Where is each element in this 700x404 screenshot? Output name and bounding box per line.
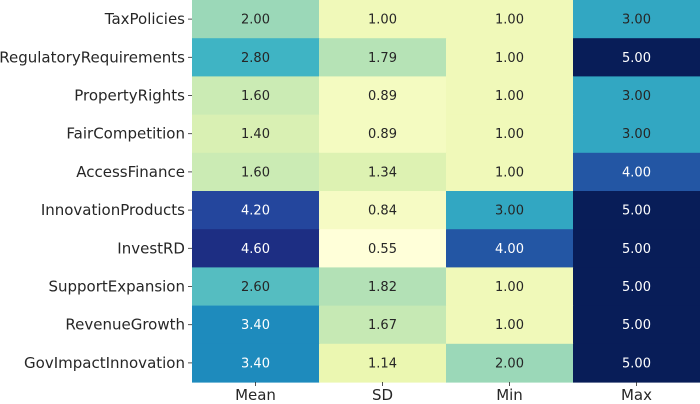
row-label-AccessFinance: AccessFinance [76,163,185,181]
heatmap-cell-FairCompetition-SD [319,114,447,154]
heatmap-cell-RegulatoryRequirements-SD [319,38,447,77]
column-label-Mean: Mean [235,386,276,404]
heatmap-cell-GovImpactInnovation-Mean [192,343,320,383]
heatmap-cell-TaxPolicies-SD [319,0,447,39]
cell-value-RevenueGrowth-Mean: 3.40 [241,318,270,333]
heatmap-cell-SupportExpansion-Mean [192,267,320,307]
cell-value-TaxPolicies-Max: 3.00 [622,13,651,28]
cell-value-FairCompetition-SD: 0.89 [368,127,397,142]
row-labels: TaxPolicies RegulatoryRequirements Propert… [0,10,192,372]
heatmap-cell-InvestRD-Mean [192,229,320,268]
cell-value-PropertyRights-Mean: 1.60 [241,89,270,104]
heatmap-cell-PropertyRights-Min [446,76,574,116]
cell-value-RegulatoryRequirements-Mean: 2.80 [241,51,270,66]
heatmap-cell-AccessFinance-Min [446,152,574,192]
heatmap-cell-InnovationProducts-Mean [192,191,320,230]
cell-value-AccessFinance-Max: 4.00 [622,165,651,180]
column-label-SD: SD [372,386,393,404]
heatmap-cell-labels: 2.00 1.00 1.00 3.00 2.80 1.79 1.00 5.00 1.60 0.89… [241,13,651,372]
row-label-RegulatoryRequirements: RegulatoryRequirements [0,48,185,66]
heatmap-cell-PropertyRights-Max [573,76,700,116]
cell-value-SupportExpansion-Max: 5.00 [622,280,651,295]
cell-value-PropertyRights-SD: 0.89 [368,89,397,104]
heatmap-cell-TaxPolicies-Min [446,0,574,39]
cell-value-SupportExpansion-Mean: 2.60 [241,280,270,295]
heatmap-cell-AccessFinance-Mean [192,152,320,192]
heatmap-cell-SupportExpansion-Max [573,267,700,307]
cell-value-GovImpactInnovation-SD: 1.14 [368,356,397,371]
heatmap-cell-RegulatoryRequirements-Min [446,38,574,77]
heatmap-cell-InnovationProducts-SD [319,191,447,230]
cell-value-GovImpactInnovation-Max: 5.00 [622,356,651,371]
cell-value-SupportExpansion-Min: 1.00 [495,280,524,295]
heatmap-cell-TaxPolicies-Max [573,0,700,39]
heatmap-cell-InvestRD-SD [319,229,447,268]
heatmap-cell-RevenueGrowth-Min [446,305,574,345]
cell-value-InvestRD-Max: 5.00 [622,242,651,257]
heatmap-cell-GovImpactInnovation-SD [319,343,447,383]
cell-value-RevenueGrowth-Max: 5.00 [622,318,651,333]
cell-value-InvestRD-Min: 4.00 [495,242,524,257]
cell-value-InnovationProducts-Min: 3.00 [495,204,524,219]
row-label-PropertyRights: PropertyRights [74,87,185,105]
cell-value-FairCompetition-Mean: 1.40 [241,127,270,142]
cell-value-FairCompetition-Max: 3.00 [622,127,651,142]
cell-value-FairCompetition-Min: 1.00 [495,127,524,142]
row-label-SupportExpansion: SupportExpansion [48,278,185,296]
heatmap-cell-TaxPolicies-Mean [192,0,320,39]
heatmap-cell-InvestRD-Min [446,229,574,268]
column-label-Min: Min [496,386,523,404]
heatmap-cell-InnovationProducts-Min [446,191,574,230]
cell-value-PropertyRights-Max: 3.00 [622,89,651,104]
heatmap-cell-FairCompetition-Mean [192,114,320,154]
heatmap-cell-PropertyRights-SD [319,76,447,116]
heatmap-cell-RegulatoryRequirements-Mean [192,38,320,77]
heatmap-cell-FairCompetition-Max [573,114,700,154]
cell-value-InnovationProducts-SD: 0.84 [368,204,397,219]
heatmap-cell-AccessFinance-SD [319,152,447,192]
row-label-InnovationProducts: InnovationProducts [41,201,185,219]
cell-value-RevenueGrowth-Min: 1.00 [495,318,524,333]
cell-value-InvestRD-Mean: 4.60 [241,242,270,257]
cell-value-AccessFinance-SD: 1.34 [368,165,397,180]
cell-value-SupportExpansion-SD: 1.82 [368,280,397,295]
cell-value-InnovationProducts-Mean: 4.20 [241,204,270,219]
heatmap-cell-GovImpactInnovation-Max [573,343,700,383]
heatmap-cell-RevenueGrowth-Mean [192,305,320,345]
column-label-Max: Max [621,386,652,404]
row-label-TaxPolicies: TaxPolicies [104,10,185,28]
heatmap-cells [192,0,700,383]
heatmap-cell-RevenueGrowth-SD [319,305,447,345]
heatmap-cell-SupportExpansion-SD [319,267,447,307]
cell-value-TaxPolicies-Min: 1.00 [495,13,524,28]
column-labels: Mean SD Min Max [235,382,652,404]
cell-value-InnovationProducts-Max: 5.00 [622,204,651,219]
cell-value-GovImpactInnovation-Mean: 3.40 [241,356,270,371]
cell-value-TaxPolicies-Mean: 2.00 [241,13,270,28]
cell-value-AccessFinance-Mean: 1.60 [241,165,270,180]
cell-value-PropertyRights-Min: 1.00 [495,89,524,104]
cell-value-RegulatoryRequirements-SD: 1.79 [368,51,397,66]
heatmap-cell-SupportExpansion-Min [446,267,574,307]
cell-value-TaxPolicies-SD: 1.00 [368,13,397,28]
row-label-GovImpactInnovation: GovImpactInnovation [24,354,185,372]
cell-value-RegulatoryRequirements-Max: 5.00 [622,51,651,66]
heatmap-cell-FairCompetition-Min [446,114,574,154]
heatmap-cell-RevenueGrowth-Max [573,305,700,345]
cell-value-RegulatoryRequirements-Min: 1.00 [495,51,524,66]
cell-value-RevenueGrowth-SD: 1.67 [368,318,397,333]
heatmap-cell-AccessFinance-Max [573,152,700,192]
cell-value-AccessFinance-Min: 1.00 [495,165,524,180]
heatmap-cell-PropertyRights-Mean [192,76,320,116]
row-label-RevenueGrowth: RevenueGrowth [65,316,185,334]
heatmap-cell-InnovationProducts-Max [573,191,700,230]
heatmap-cell-GovImpactInnovation-Min [446,343,574,383]
heatmap-cell-InvestRD-Max [573,229,700,268]
cell-value-InvestRD-SD: 0.55 [368,242,397,257]
row-label-FairCompetition: FairCompetition [66,125,185,143]
row-label-InvestRD: InvestRD [117,239,185,257]
cell-value-GovImpactInnovation-Min: 2.00 [495,356,524,371]
heatmap-cell-RegulatoryRequirements-Max [573,38,700,77]
